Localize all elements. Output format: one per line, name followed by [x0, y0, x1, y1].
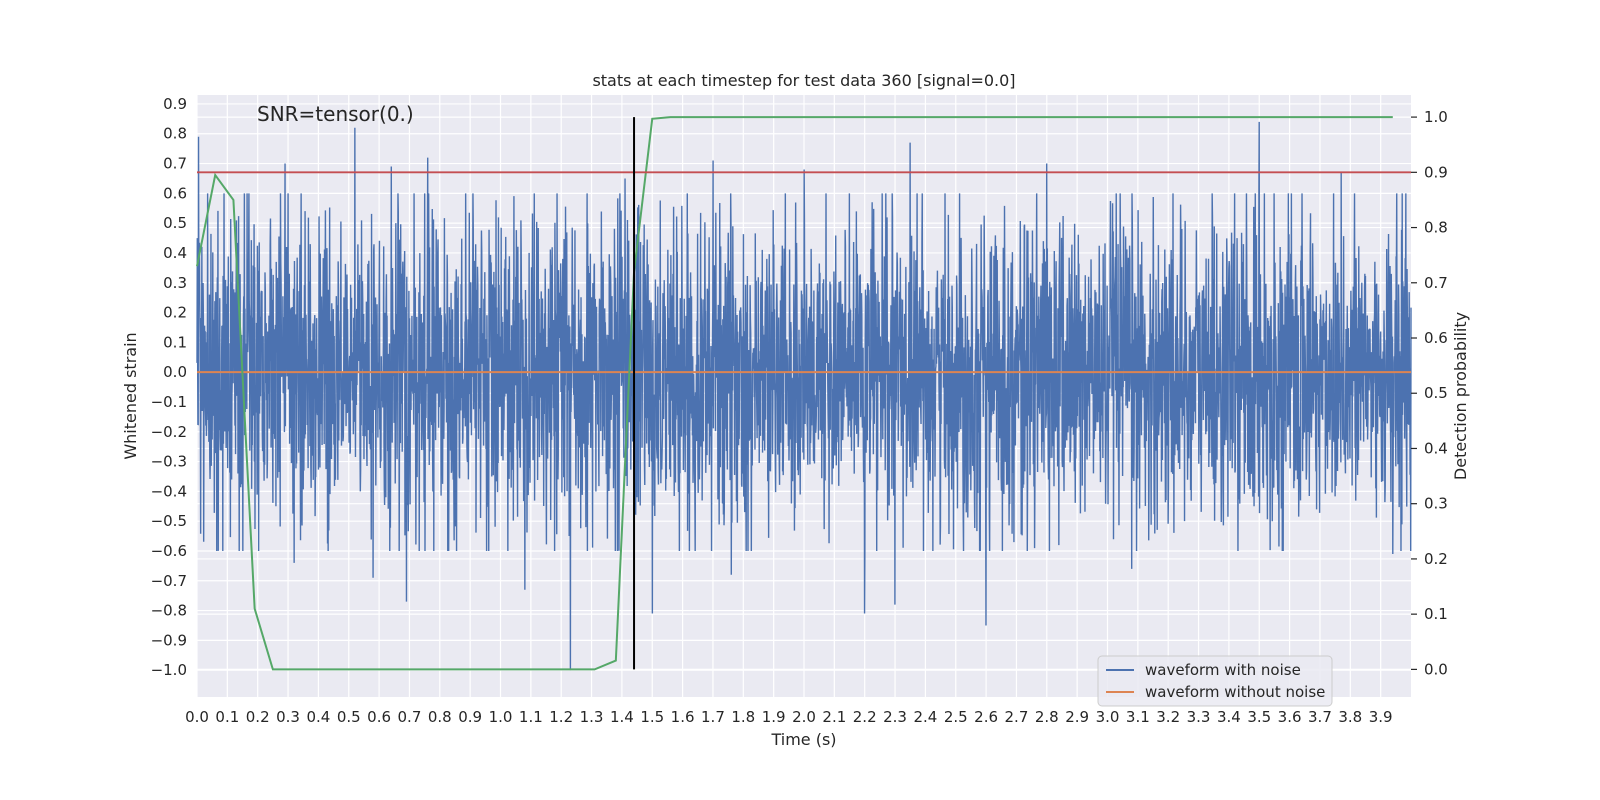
x-tick-label: 2.1 [822, 708, 846, 726]
x-tick-label: 3.0 [1096, 708, 1120, 726]
y-tick-label: −0.1 [151, 393, 187, 411]
y-tick-label: 0.7 [163, 155, 187, 173]
legend-label-waveform-without-noise: waveform without noise [1145, 683, 1325, 701]
x-tick-label: 2.4 [913, 708, 937, 726]
x-tick-label: 2.8 [1035, 708, 1059, 726]
y-tick-label: −0.9 [151, 631, 187, 649]
x-tick-label: 3.2 [1156, 708, 1180, 726]
x-tick-label: 0.0 [185, 708, 209, 726]
noise-series [196, 121, 1412, 671]
x-tick-label: 0.7 [398, 708, 422, 726]
x-tick-label: 1.4 [610, 708, 634, 726]
series-waveform-with-noise [196, 121, 1412, 671]
x-tick-label: 3.7 [1308, 708, 1332, 726]
legend-label-waveform-with-noise: waveform with noise [1145, 661, 1301, 679]
x-tick-label: 3.5 [1247, 708, 1271, 726]
x-tick-label: 3.9 [1369, 708, 1393, 726]
x-tick-label: 3.8 [1338, 708, 1362, 726]
x-tick-label: 1.6 [671, 708, 695, 726]
y-tick-label: 0.8 [163, 125, 187, 143]
y-tick-label: 0.9 [163, 95, 187, 113]
x-tick-label: 2.2 [853, 708, 877, 726]
x-tick-label: 3.1 [1126, 708, 1150, 726]
y2-tick-labels: 1.0 0.9 0.8 0.7 0.6 0.5 0.4 0.3 0.2 0.1 0.0 [1411, 108, 1448, 678]
y2-tick-label: 0.6 [1424, 329, 1448, 347]
x-tick-label: 3.4 [1217, 708, 1241, 726]
y-tick-label: 0.1 [163, 333, 187, 351]
x-tick-label: 1.7 [701, 708, 725, 726]
x-tick-label: 2.0 [792, 708, 816, 726]
y-tick-label: −1.0 [151, 661, 187, 679]
y2-tick-label: 0.4 [1424, 439, 1448, 457]
x-tick-label: 2.7 [1005, 708, 1029, 726]
y2-tick-label: 1.0 [1424, 108, 1448, 126]
y-tick-label: −0.8 [151, 602, 187, 620]
x-tick-label: 0.3 [276, 708, 300, 726]
x-tick-label: 1.3 [580, 708, 604, 726]
x-tick-label: 1.0 [489, 708, 513, 726]
y-tick-label: 0.5 [163, 214, 187, 232]
y2-tick-label: 0.7 [1424, 274, 1448, 292]
legend-box [1097, 655, 1333, 707]
x-tick-label: 2.3 [883, 708, 907, 726]
x-tick-label: 0.2 [246, 708, 270, 726]
y2-tick-label: 0.2 [1424, 550, 1448, 568]
x-tick-label: 0.4 [306, 708, 330, 726]
reference-lines [197, 117, 1411, 670]
y-tick-label: −0.3 [151, 453, 187, 471]
y2-tick-label: 0.5 [1424, 384, 1448, 402]
x-tick-label: 1.9 [762, 708, 786, 726]
x-axis-label: Time (s) [770, 730, 836, 749]
x-tick-label: 3.3 [1187, 708, 1211, 726]
x-tick-label: 3.6 [1278, 708, 1302, 726]
x-tick-label: 0.5 [337, 708, 361, 726]
x-tick-label: 0.9 [458, 708, 482, 726]
y-tick-label: 0.0 [163, 363, 187, 381]
series-lines [196, 116, 1411, 671]
y2-tick-label: 0.3 [1424, 495, 1448, 513]
x-tick-label: 1.5 [640, 708, 664, 726]
y-tick-labels: 0.9 0.8 0.7 0.6 0.5 0.4 0.3 0.2 0.1 0.0 −0.1 −0.2 −0… [151, 95, 187, 679]
snr-annotation: SNR=tensor(0.) [257, 102, 414, 126]
legend: waveform with noise waveform without noi… [1097, 655, 1333, 707]
x-tick-label: 2.9 [1065, 708, 1089, 726]
x-tick-label: 1.1 [519, 708, 543, 726]
y2-tick-label: 0.8 [1424, 219, 1448, 237]
x-tick-label: 0.1 [215, 708, 239, 726]
y-tick-label: −0.4 [151, 482, 187, 500]
y-tick-label: 0.6 [163, 184, 187, 202]
y2-axis-label: Detection probability [1451, 312, 1470, 480]
y-tick-label: −0.6 [151, 542, 187, 560]
x-tick-label: 0.8 [428, 708, 452, 726]
series-detection-probability [196, 116, 1393, 671]
x-tick-label: 0.6 [367, 708, 391, 726]
x-tick-label: 2.5 [944, 708, 968, 726]
y-tick-label: −0.5 [151, 512, 187, 530]
chart-title: stats at each timestep for test data 360… [592, 71, 1015, 90]
x-tick-label: 2.6 [974, 708, 998, 726]
y-axis-label: Whitened strain [121, 332, 140, 459]
y-tick-label: 0.2 [163, 304, 187, 322]
y-tick-label: −0.7 [151, 572, 187, 590]
y2-tick-label: 0.1 [1424, 605, 1448, 623]
y2-tick-label: 0.9 [1424, 163, 1448, 181]
y-tick-label: 0.3 [163, 274, 187, 292]
y-tick-label: 0.4 [163, 244, 187, 262]
y-tick-label: −0.2 [151, 423, 187, 441]
x-tick-label: 1.8 [731, 708, 755, 726]
x-tick-label: 1.2 [549, 708, 573, 726]
x-tick-labels: 0.0 0.1 0.2 0.3 0.4 0.5 0.6 0.7 0.8 0.9 1.0 1.1 1.2 1… [185, 708, 1393, 726]
y2-tick-label: 0.0 [1424, 660, 1448, 678]
